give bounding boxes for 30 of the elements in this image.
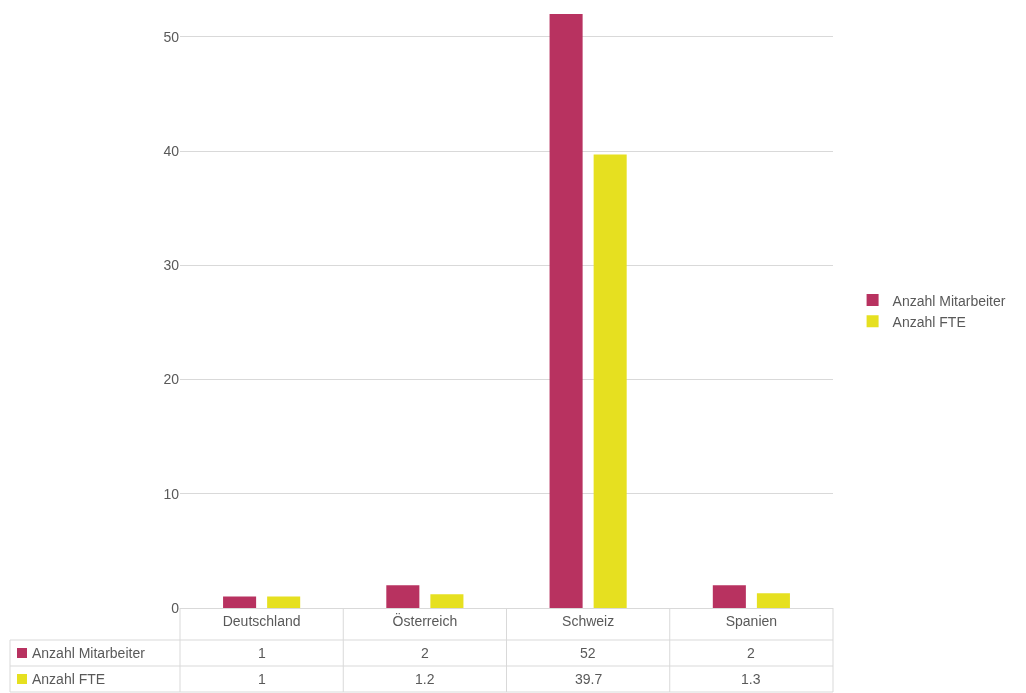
y-tick-label: 30 — [163, 257, 180, 274]
y-tick-label: 20 — [163, 371, 180, 388]
x-tick-label: Spanien — [725, 612, 778, 629]
legend-label: Anzahl FTE — [892, 313, 966, 330]
bar — [430, 594, 464, 608]
y-tick-label: 40 — [163, 142, 180, 159]
y-tick-label: 0 — [171, 599, 180, 616]
legend-label: Anzahl Mitarbeiter — [32, 645, 146, 661]
bar — [756, 593, 790, 608]
data-label: 1.3 — [741, 671, 761, 687]
data-label: 1 — [258, 671, 266, 687]
y-tick-label: 50 — [163, 28, 180, 45]
y-tick-label: 10 — [163, 485, 180, 502]
x-tick-label: Deutschland — [222, 612, 301, 629]
data-label: 1.2 — [415, 671, 435, 687]
data-label: 2 — [421, 645, 429, 661]
bar — [267, 596, 301, 608]
bar — [549, 14, 583, 608]
data-label: 39.7 — [575, 671, 603, 687]
bar — [386, 585, 420, 608]
bar — [593, 154, 627, 608]
text: Anzahl FTE — [32, 671, 106, 687]
bar — [712, 585, 746, 608]
bar — [223, 596, 257, 608]
x-tick-label: Schweiz — [562, 612, 615, 629]
text: Anzahl Mitarbeiter — [892, 292, 1006, 309]
data-label: 1 — [258, 645, 266, 661]
data-label: 52 — [580, 645, 596, 661]
data-label: 2 — [747, 645, 755, 661]
x-tick-label: Österreich — [392, 611, 458, 629]
